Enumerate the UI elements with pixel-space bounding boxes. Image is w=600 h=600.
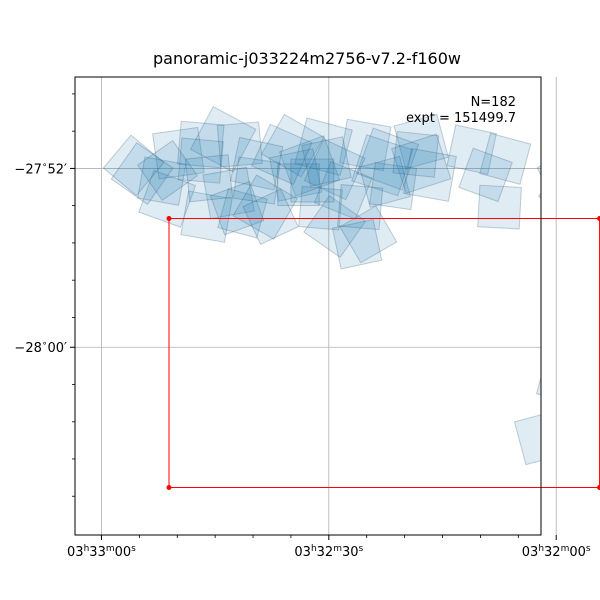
footprint-9 (356, 127, 420, 191)
footprint-2 (176, 120, 225, 169)
x-tick-label-1-part-1: h (311, 544, 317, 554)
x-tick-label-0-part-0: 03 (67, 545, 84, 560)
footprint-8 (393, 113, 449, 170)
footprint-24 (402, 147, 457, 202)
footprint-6 (294, 117, 353, 177)
y-tick-label-0-part-1: ∘ (42, 160, 48, 170)
field-corner-1 (597, 215, 600, 221)
y-tick-label-1-part-0: −28 (14, 341, 41, 356)
grid-lines (75, 77, 557, 535)
x-tick-label-1-part-4: 30 (342, 545, 359, 560)
footprint-18 (303, 138, 366, 201)
footprint-19 (351, 134, 414, 197)
footprint-10 (278, 135, 341, 197)
footprint-13 (110, 142, 174, 206)
y-tick-label-1-part-2: 00 (48, 341, 65, 356)
footprint-4 (216, 121, 263, 168)
footprint-26 (209, 180, 265, 236)
footprint-36 (446, 124, 497, 175)
footprint-37 (479, 132, 532, 185)
footprint-14 (138, 169, 197, 228)
footprint-1 (152, 126, 205, 180)
x-tick-label-1: 03h32m30s (294, 544, 363, 560)
footprint-41 (537, 159, 541, 223)
y-tick-label-0-part-3: ′ (64, 162, 67, 177)
x-tick-label-1-part-0: 03 (294, 545, 311, 560)
x-tick-label-0-part-5: s (131, 544, 136, 554)
x-tick-label-1-part-3: m (333, 544, 342, 554)
footprint-20 (391, 133, 452, 194)
footprint-50 (184, 154, 234, 203)
footprint-48 (301, 136, 352, 187)
y-tick-label-1: −28∘00′ (14, 339, 67, 356)
footprint-11 (229, 136, 284, 191)
x-tick-label-0-part-1: h (84, 544, 90, 554)
x-tick-label-2-part-3: m (561, 544, 570, 554)
y-tick-label-0-part-0: −27 (14, 162, 41, 177)
footprint-51 (392, 130, 440, 178)
footprint-32 (339, 205, 398, 264)
footprint-29 (242, 188, 299, 245)
plot-frame (74, 76, 542, 536)
footprint-15 (202, 166, 255, 220)
footprint-16 (232, 156, 281, 205)
footprint-12 (177, 137, 224, 184)
field-corner-0 (166, 215, 172, 221)
field-corner-3 (166, 485, 172, 491)
field-corner-2 (597, 485, 600, 491)
y-tick-label-1-part-1: ∘ (42, 339, 48, 349)
x-tick-label-2: 03h32m00s (522, 544, 591, 560)
x-tick-label-0-part-4: 00 (115, 545, 132, 560)
footprint-49 (251, 123, 313, 186)
x-tick-label-2-part-5: s (586, 544, 591, 554)
footprint-43 (535, 350, 541, 406)
footprint-44 (513, 409, 541, 466)
footprint-21 (313, 160, 373, 220)
axis-ticks: 03h33m00s 03h32m30s 03h32m00s−27∘52′−28∘00… (14, 93, 591, 560)
footprint-22 (277, 163, 320, 207)
footprint-31 (303, 195, 367, 259)
x-tick-label-2-part-0: 03 (522, 545, 539, 560)
footprint-38 (557, 135, 600, 199)
footprint-47 (369, 162, 418, 211)
x-tick-label-0-part-3: m (106, 544, 115, 554)
count-annotation: N=182 (471, 95, 516, 110)
footprint-30 (298, 185, 343, 231)
y-tick-label-1-part-3: ′ (64, 341, 67, 356)
footprint-39 (536, 148, 541, 209)
chart-title: panoramic-j033224m2756-v7.2-f160w (153, 49, 461, 68)
x-tick-label-2-part-4: 00 (569, 545, 586, 560)
footprint-17 (268, 148, 323, 202)
footprint-46 (290, 158, 335, 203)
x-tick-label-0: 03h33m00s (67, 544, 136, 560)
x-tick-label-2-part-1: h (538, 544, 544, 554)
footprint-layer (102, 106, 600, 466)
footprint-42 (458, 147, 513, 203)
x-tick-label-1-part-2: 32 (317, 545, 334, 560)
y-tick-label-0: −27∘52′ (14, 160, 67, 177)
footprint-0 (137, 156, 187, 206)
footprint-3 (189, 106, 257, 173)
x-tick-label-0-part-2: 33 (89, 545, 106, 560)
x-tick-label-1-part-5: s (359, 544, 364, 554)
footprint-45 (331, 218, 383, 270)
footprint-34 (136, 139, 199, 202)
footprint-28 (180, 190, 233, 243)
footprint-35 (102, 134, 165, 197)
footprint-23 (358, 155, 412, 208)
y-tick-label-0-part-2: 52 (48, 162, 65, 177)
x-tick-label-2-part-2: 32 (544, 545, 561, 560)
footprint-5 (260, 113, 325, 178)
exposure-annotation: expt = 151499.7 (406, 111, 516, 126)
footprint-7 (339, 118, 392, 172)
